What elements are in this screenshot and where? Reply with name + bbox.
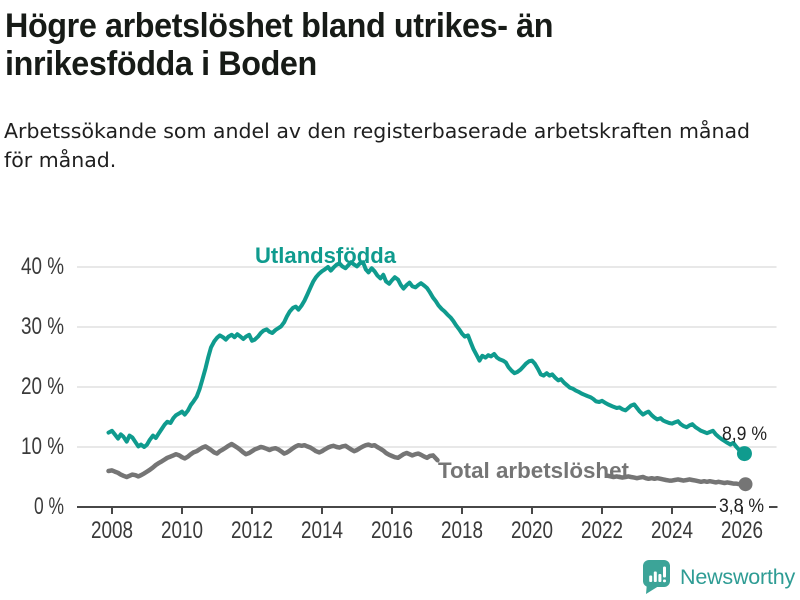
- brand-name: Newsworthy: [680, 564, 796, 589]
- series-end-dot-total: [738, 477, 753, 492]
- y-axis-tick-label: 10 %: [21, 433, 64, 460]
- y-axis-tick-label: 0 %: [34, 493, 64, 520]
- series-end-value-label: 3,8 %: [719, 496, 764, 517]
- chart-subtitle-line-1: Arbetssökande som andel av den registerb…: [4, 119, 751, 143]
- series-line-total: [106, 441, 440, 480]
- y-axis-tick-label: 20 %: [21, 373, 64, 400]
- newsworthy-logo-icon: [643, 560, 670, 594]
- chart-subtitle-line-2: för månad.: [4, 148, 117, 172]
- x-axis-tick-label: 2014: [301, 517, 343, 544]
- x-axis-tick-label: 2026: [721, 517, 763, 544]
- x-axis-tick-label: 2008: [91, 517, 133, 544]
- chart-subtitle: Arbetssökande som andel av den registerb…: [4, 117, 800, 175]
- series-end-dot-utlandsfodda: [736, 446, 752, 462]
- chart-title-line-2: inrikesfödda i Boden: [5, 45, 317, 83]
- y-axis-tick-label: 30 %: [21, 313, 64, 340]
- chart-title-line-1: Högre arbetslöshet bland utrikes- än: [5, 7, 554, 45]
- series-inline-label: Utlandsfödda: [255, 243, 397, 268]
- x-axis-tick-label: 2010: [161, 517, 203, 544]
- x-axis-tick-label: 2020: [511, 517, 553, 544]
- chart-title: Högre arbetslöshet bland utrikes- än inr…: [5, 7, 670, 83]
- x-axis-tick-label: 2022: [581, 517, 623, 544]
- series-line-utlandsfodda: [106, 260, 738, 449]
- y-axis-tick-label: 40 %: [21, 253, 64, 280]
- series-inline-label: Total arbetslöshet: [438, 458, 630, 483]
- x-axis-tick-label: 2018: [441, 517, 483, 544]
- x-axis-tick-label: 2024: [651, 517, 693, 544]
- brand-footer: Newsworthy: [641, 558, 795, 596]
- series-line-total: [605, 473, 748, 487]
- x-axis-tick-label: 2012: [231, 517, 273, 544]
- x-axis-tick-label: 2016: [371, 517, 413, 544]
- series-end-value-label: 8,9 %: [722, 424, 767, 445]
